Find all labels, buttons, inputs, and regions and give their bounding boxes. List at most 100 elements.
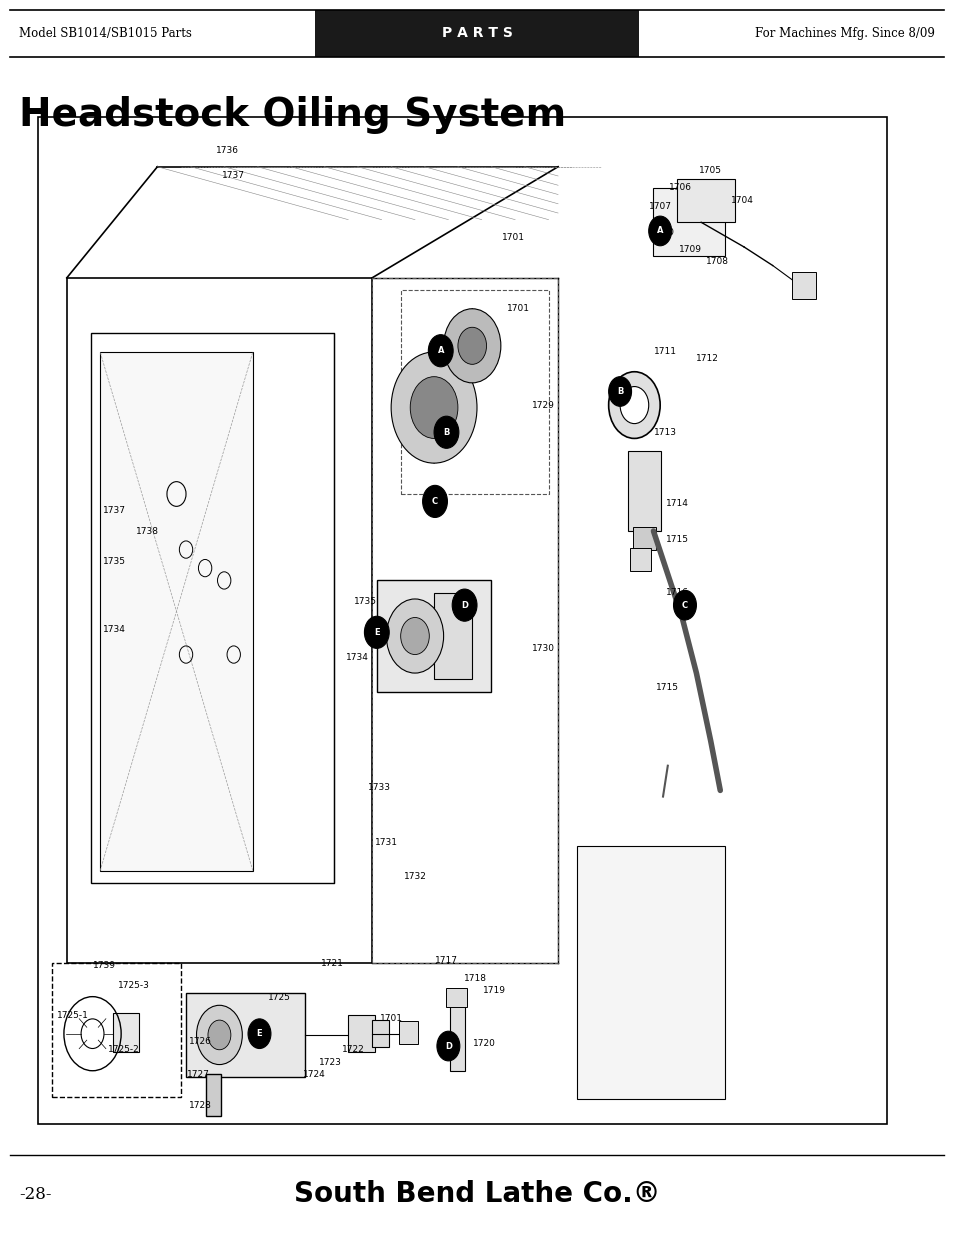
FancyBboxPatch shape bbox=[112, 1013, 139, 1052]
Text: 1719: 1719 bbox=[482, 986, 505, 995]
Text: 1730: 1730 bbox=[532, 643, 555, 653]
Circle shape bbox=[410, 377, 457, 438]
Text: 1737: 1737 bbox=[103, 505, 126, 515]
Text: 1725-2: 1725-2 bbox=[108, 1045, 140, 1055]
Text: D: D bbox=[444, 1041, 452, 1051]
Text: 1710: 1710 bbox=[651, 227, 674, 237]
Circle shape bbox=[400, 618, 429, 655]
Text: 1701: 1701 bbox=[506, 304, 529, 314]
Text: P A R T S: P A R T S bbox=[441, 26, 512, 41]
FancyBboxPatch shape bbox=[791, 272, 815, 299]
Circle shape bbox=[436, 1031, 459, 1061]
Text: 1735: 1735 bbox=[103, 557, 126, 567]
Circle shape bbox=[386, 599, 443, 673]
Circle shape bbox=[248, 1019, 271, 1049]
Circle shape bbox=[422, 485, 447, 517]
Text: 1704: 1704 bbox=[730, 195, 753, 205]
Text: 1723: 1723 bbox=[318, 1057, 341, 1067]
Text: D: D bbox=[460, 600, 468, 610]
Text: 1725: 1725 bbox=[268, 993, 291, 1003]
Text: 1718: 1718 bbox=[463, 973, 486, 983]
Text: B: B bbox=[617, 387, 622, 396]
FancyBboxPatch shape bbox=[653, 188, 724, 256]
Circle shape bbox=[434, 416, 458, 448]
Text: 1738: 1738 bbox=[136, 526, 159, 536]
FancyBboxPatch shape bbox=[376, 580, 491, 692]
Text: 1737: 1737 bbox=[222, 170, 245, 180]
FancyBboxPatch shape bbox=[314, 10, 639, 57]
FancyBboxPatch shape bbox=[434, 593, 472, 679]
Text: 1725-1: 1725-1 bbox=[57, 1010, 89, 1020]
Text: 1715: 1715 bbox=[665, 535, 688, 545]
Text: 1714: 1714 bbox=[665, 499, 688, 509]
Circle shape bbox=[648, 216, 671, 246]
Text: 1725-3: 1725-3 bbox=[117, 981, 150, 990]
FancyBboxPatch shape bbox=[100, 352, 253, 871]
Text: 1701: 1701 bbox=[501, 232, 524, 242]
Text: 1736: 1736 bbox=[215, 146, 238, 156]
Text: 1712: 1712 bbox=[696, 353, 719, 363]
Text: 1724: 1724 bbox=[303, 1070, 326, 1079]
Text: For Machines Mfg. Since 8/09: For Machines Mfg. Since 8/09 bbox=[754, 27, 934, 40]
Text: 1709: 1709 bbox=[679, 245, 701, 254]
Text: -28-: -28- bbox=[19, 1186, 51, 1203]
Text: 1735: 1735 bbox=[354, 597, 376, 606]
Circle shape bbox=[457, 327, 486, 364]
FancyBboxPatch shape bbox=[629, 548, 650, 571]
Text: Headstock Oiling System: Headstock Oiling System bbox=[19, 96, 566, 135]
Circle shape bbox=[608, 377, 631, 406]
Text: 1706: 1706 bbox=[668, 183, 691, 193]
FancyBboxPatch shape bbox=[398, 1021, 417, 1044]
Text: 1722: 1722 bbox=[341, 1045, 364, 1055]
Text: 1716: 1716 bbox=[665, 588, 688, 598]
Text: 1715: 1715 bbox=[656, 683, 679, 693]
Circle shape bbox=[208, 1020, 231, 1050]
Text: 1713: 1713 bbox=[654, 427, 677, 437]
Text: A: A bbox=[437, 346, 443, 356]
Text: 1732: 1732 bbox=[403, 872, 426, 882]
FancyBboxPatch shape bbox=[577, 846, 724, 1099]
Circle shape bbox=[364, 616, 389, 648]
Text: B: B bbox=[443, 427, 449, 437]
Circle shape bbox=[673, 590, 696, 620]
Text: 1711: 1711 bbox=[654, 347, 677, 357]
FancyBboxPatch shape bbox=[677, 179, 734, 222]
FancyBboxPatch shape bbox=[348, 1015, 375, 1052]
Text: 1734: 1734 bbox=[103, 625, 126, 635]
FancyBboxPatch shape bbox=[450, 997, 464, 1071]
Text: E: E bbox=[374, 627, 379, 637]
Text: 1726: 1726 bbox=[189, 1036, 212, 1046]
Text: 1708: 1708 bbox=[705, 257, 728, 267]
FancyBboxPatch shape bbox=[446, 988, 467, 1007]
Text: 1717: 1717 bbox=[435, 956, 457, 966]
Text: 1733: 1733 bbox=[368, 783, 391, 793]
Text: South Bend Lathe Co.®: South Bend Lathe Co.® bbox=[294, 1181, 659, 1208]
Text: 1727: 1727 bbox=[187, 1070, 210, 1079]
Text: C: C bbox=[432, 496, 437, 506]
Text: 1734: 1734 bbox=[346, 652, 369, 662]
Text: 1701: 1701 bbox=[379, 1014, 402, 1024]
Text: 1731: 1731 bbox=[375, 837, 397, 847]
Circle shape bbox=[428, 335, 453, 367]
Circle shape bbox=[452, 589, 476, 621]
Circle shape bbox=[196, 1005, 242, 1065]
Circle shape bbox=[608, 372, 659, 438]
Text: Model SB1014/SB1015 Parts: Model SB1014/SB1015 Parts bbox=[19, 27, 192, 40]
FancyBboxPatch shape bbox=[186, 993, 305, 1077]
Text: E: E bbox=[256, 1029, 262, 1039]
Text: 1739: 1739 bbox=[92, 961, 115, 971]
Circle shape bbox=[619, 387, 648, 424]
FancyBboxPatch shape bbox=[372, 1020, 389, 1047]
Circle shape bbox=[443, 309, 500, 383]
Text: 1721: 1721 bbox=[320, 958, 343, 968]
Text: A: A bbox=[657, 226, 662, 236]
Circle shape bbox=[391, 352, 476, 463]
Text: 1729: 1729 bbox=[532, 400, 555, 410]
Text: 1707: 1707 bbox=[648, 201, 671, 211]
Text: 1705: 1705 bbox=[699, 165, 721, 175]
FancyBboxPatch shape bbox=[632, 527, 656, 550]
FancyBboxPatch shape bbox=[627, 451, 660, 531]
Text: 1728: 1728 bbox=[189, 1100, 212, 1110]
Text: C: C bbox=[681, 600, 687, 610]
FancyBboxPatch shape bbox=[206, 1074, 221, 1116]
